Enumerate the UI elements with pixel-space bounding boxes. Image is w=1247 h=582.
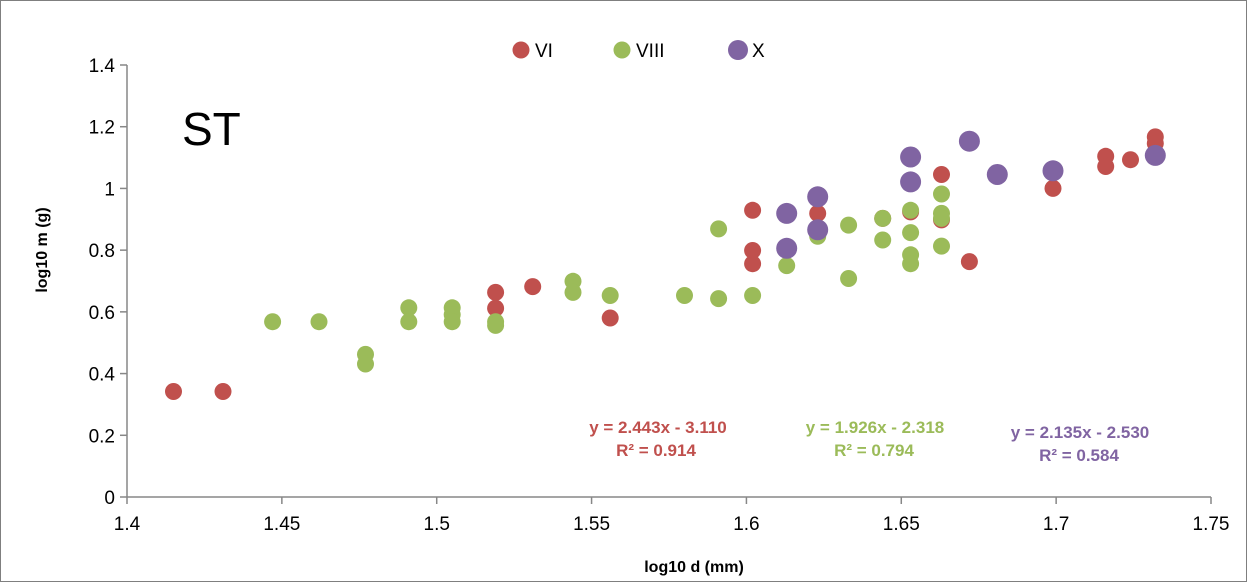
data-point-viii [601,287,619,304]
data-point-vi [960,253,978,271]
series-x [776,130,1166,259]
x-tick-label: 1.45 [263,514,300,535]
legend-marker-x [728,40,748,60]
x-tick-label: 1.75 [1193,514,1230,535]
x-tick-label: 1.7 [1043,514,1069,535]
data-point-viii [933,237,950,255]
data-point-x [900,171,922,193]
x-tick-label: 1.55 [573,514,610,535]
legend-marker-viii [613,41,631,59]
data-point-vi [744,201,762,219]
panel-label: ST [182,103,241,155]
equation-viii: y = 1.926x - 2.318 [806,418,944,437]
data-point-vi [524,278,542,296]
data-point-viii [902,201,920,219]
r2-x: R² = 0.584 [1039,446,1119,465]
equation-vi: y = 2.443x - 3.110 [589,418,727,437]
data-point-viii [564,283,582,301]
y-tick-label: 0 [104,488,115,509]
y-axis-title: log10 m (g) [34,207,51,292]
data-point-vi [601,309,619,327]
legend-label-vi: VI [535,41,553,62]
x-tick-label: 1.4 [114,514,141,535]
y-tick-label: 0.4 [89,365,116,386]
legend-label-x: X [752,41,765,62]
data-point-viii [357,355,374,373]
data-point-x [776,237,798,259]
legend: VI VIII X [512,40,765,62]
data-point-viii [676,287,693,304]
points-layer [165,128,1166,400]
data-point-viii [874,231,892,249]
data-point-x [807,186,829,208]
data-point-viii [400,299,418,317]
trendline-equations: y = 2.443x - 3.110 R² = 0.914 y = 1.926x… [589,418,1149,465]
y-tick-label: 1.4 [89,56,116,77]
r2-viii: R² = 0.794 [834,441,914,460]
data-point-vi [487,299,505,317]
data-point-viii [902,224,920,242]
data-point-vi [744,255,762,273]
y-tick-label: 0.6 [89,303,115,324]
data-point-viii [933,185,950,203]
y-tick-label: 0.2 [89,426,115,447]
r2-vi: R² = 0.914 [616,441,696,460]
data-point-viii [933,209,950,227]
data-point-x [900,146,922,168]
legend-marker-vi [512,41,530,59]
data-point-vi [809,204,827,222]
data-point-x [776,202,798,224]
x-axis-title: log10 d (mm) [644,559,744,576]
data-point-viii [710,290,728,308]
data-point-x [1042,160,1064,182]
data-point-viii [840,270,858,287]
y-tick-label: 1.2 [89,118,115,139]
data-point-x [986,164,1008,185]
data-point-viii [310,313,328,331]
ticks-layer: 0 0.2 0.4 0.6 0.8 1 1.2 1.4 1.4 1.45 1.5 1.55 1.6 1.6… [89,56,1230,535]
data-point-viii [744,287,762,304]
data-point-vi [1122,151,1139,169]
equation-x: y = 2.135x - 2.530 [1011,423,1149,442]
data-point-viii [443,313,461,331]
series-vi [165,128,1164,400]
data-point-x [807,219,829,241]
x-tick-label: 1.5 [424,514,450,535]
data-point-vi [214,383,232,400]
data-point-x [1144,144,1166,166]
data-point-viii [400,313,418,331]
data-point-viii [778,257,796,275]
data-point-vi [165,383,182,400]
data-point-vi [487,283,505,301]
y-tick-label: 1 [104,179,115,200]
data-point-viii [264,313,282,331]
x-tick-label: 1.6 [733,514,759,535]
data-point-vi [744,242,762,259]
data-point-vi [933,166,950,183]
data-point-viii [710,220,728,238]
data-point-viii [840,216,858,234]
y-tick-label: 0.8 [89,241,115,262]
data-point-x [958,130,980,152]
legend-label-viii: VIII [636,41,665,62]
data-point-viii [487,316,505,334]
data-point-vi [1044,179,1062,197]
series-viii [264,185,950,373]
data-point-viii [902,255,920,273]
x-tick-label: 1.65 [883,514,920,535]
data-point-vi [1097,158,1115,175]
data-point-viii [874,209,892,227]
